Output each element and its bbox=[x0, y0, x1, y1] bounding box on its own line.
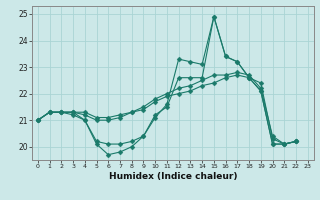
X-axis label: Humidex (Indice chaleur): Humidex (Indice chaleur) bbox=[108, 172, 237, 181]
